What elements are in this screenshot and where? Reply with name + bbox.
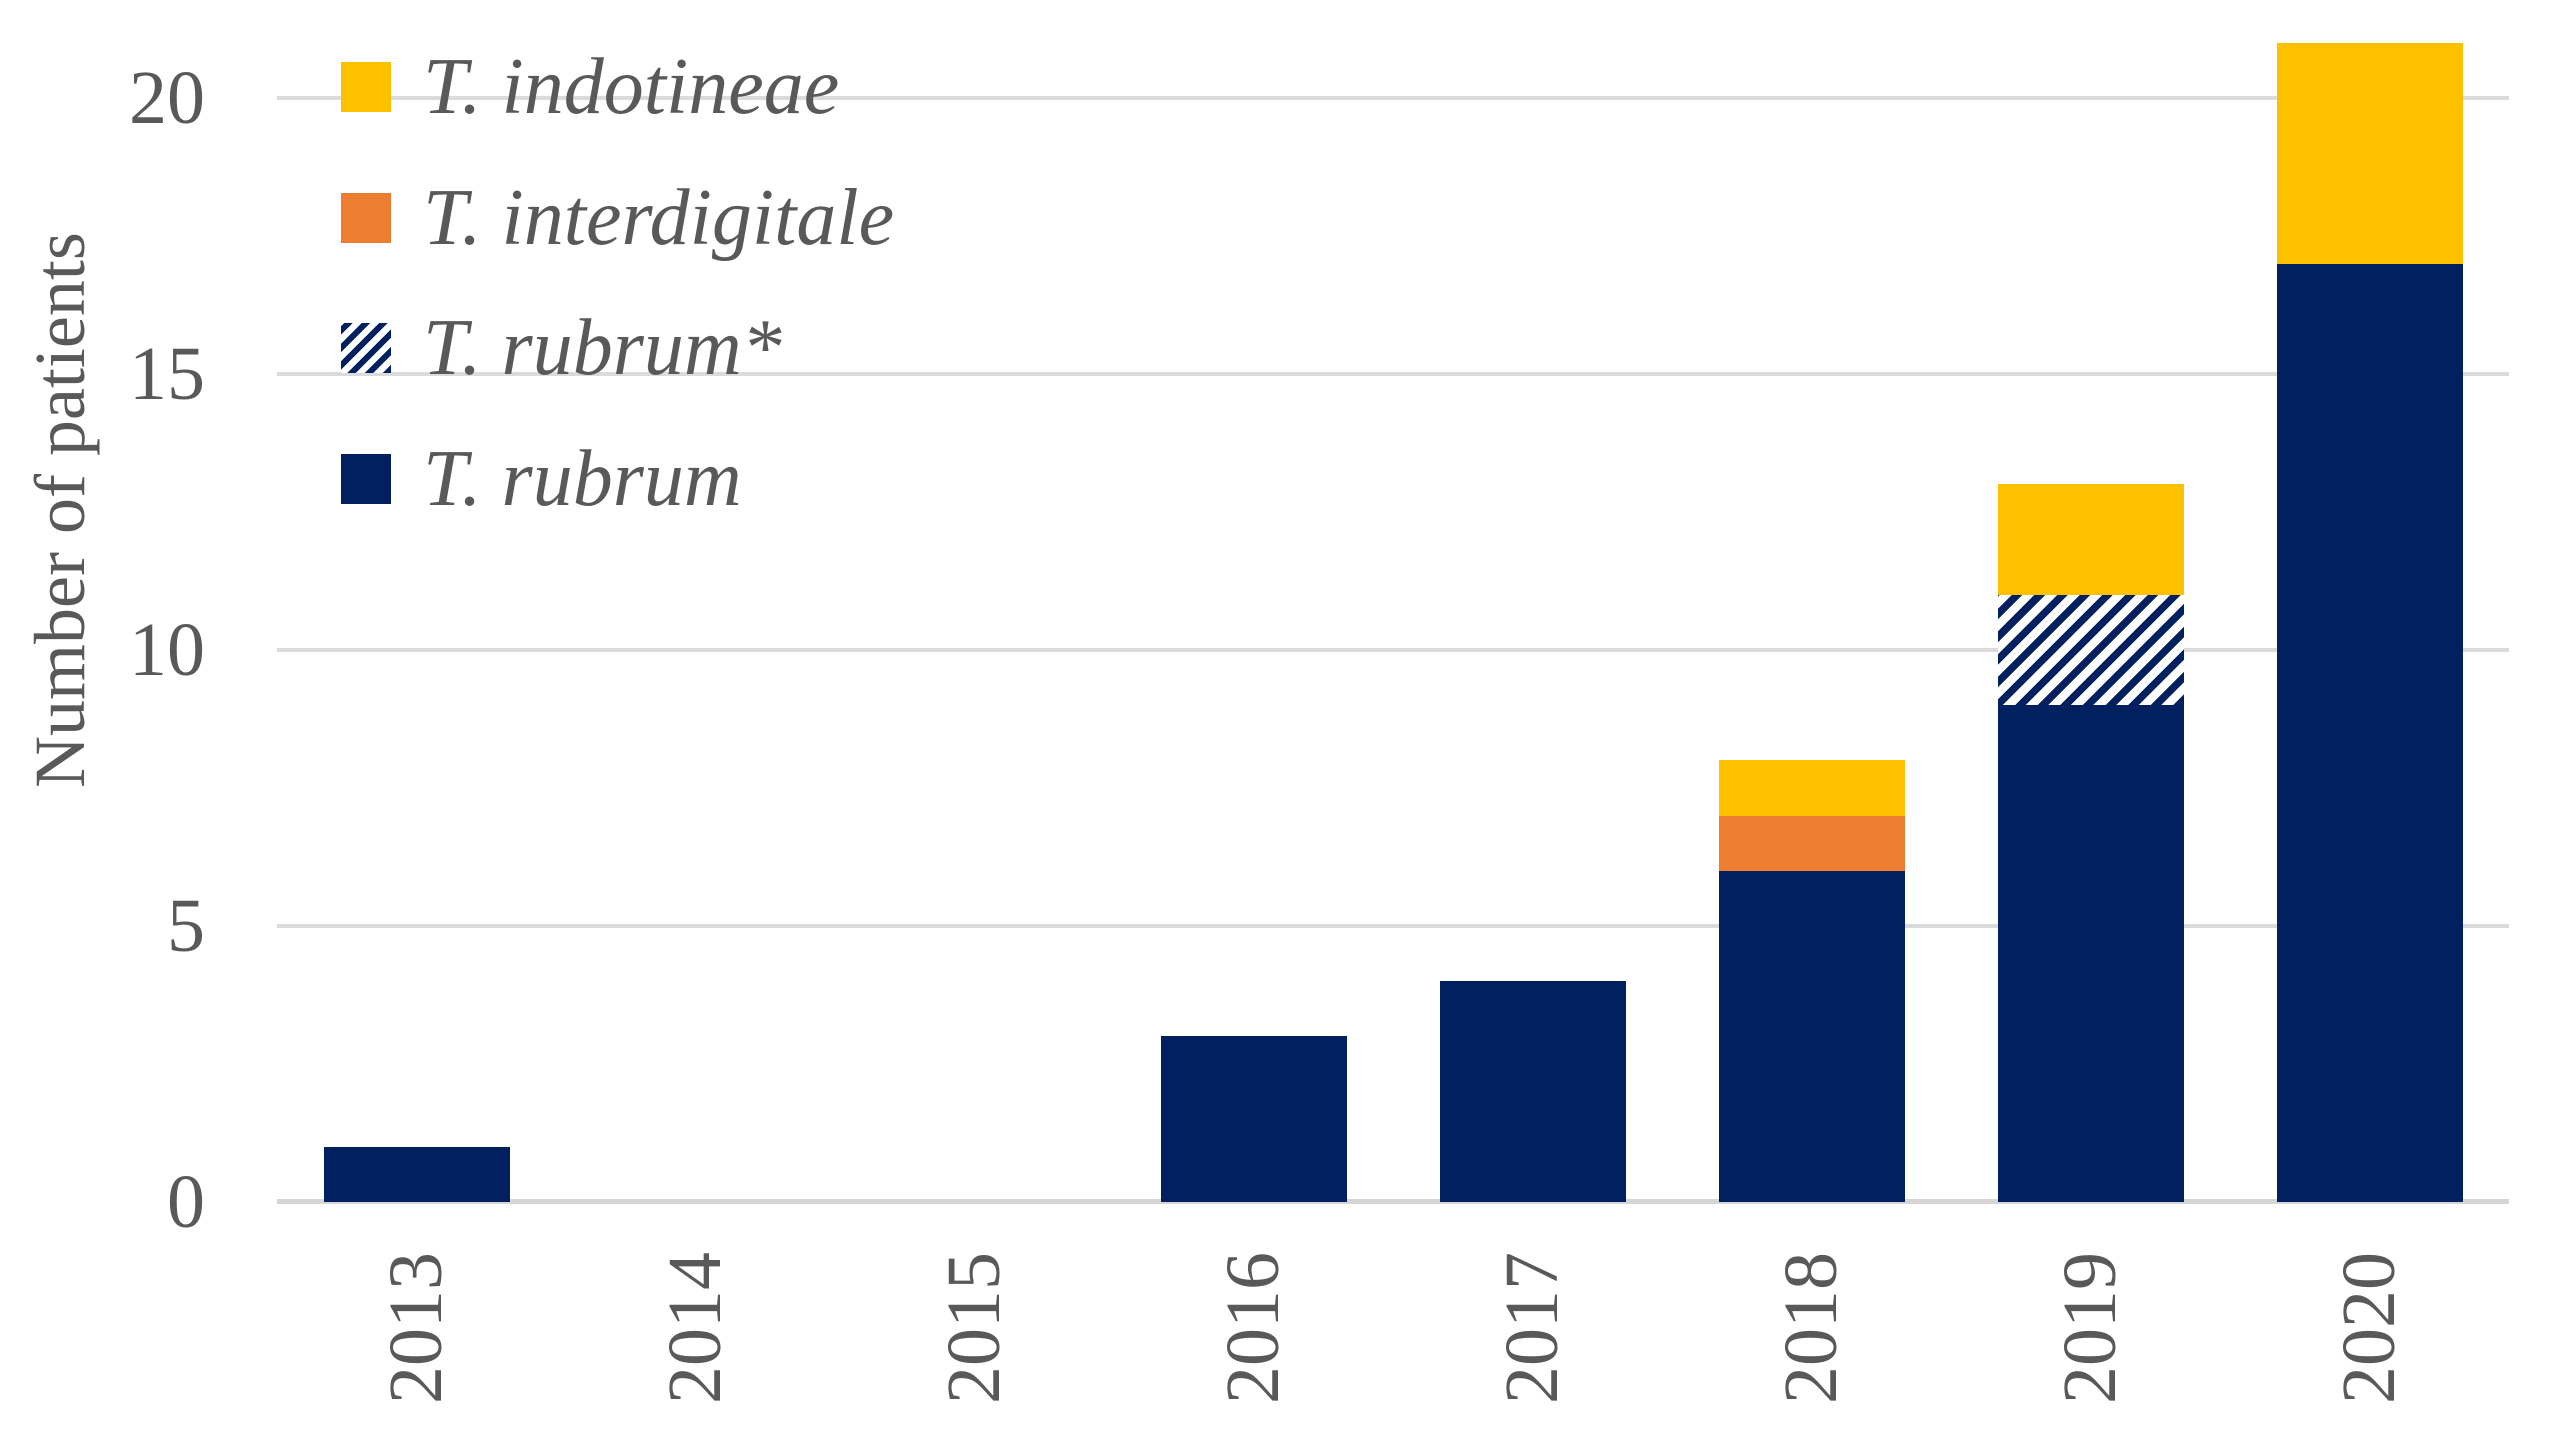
x-tick-label: 2016 [1211, 1252, 1295, 1404]
gridline-5 [277, 924, 2509, 928]
x-tick-label: 2020 [2327, 1252, 2411, 1404]
y-tick-15: 15 [129, 332, 205, 416]
y-tick-0: 0 [167, 1160, 205, 1244]
bar-2016-t-rubrum [1160, 1036, 1347, 1202]
y-tick-10: 10 [129, 608, 205, 692]
legend-swatch-t-rubrum [341, 323, 391, 373]
legend-item-t-indotineae: T. indotineae [341, 37, 839, 137]
x-tick-2013: 2013 [277, 1252, 556, 1427]
x-tick-label: 2014 [653, 1252, 737, 1404]
x-tick-2014: 2014 [556, 1252, 835, 1427]
bar-2019-t-rubrum [1997, 705, 2184, 1202]
bar-2020-t-indotineae [2276, 42, 2463, 264]
legend-swatch-t-indotineae [341, 62, 391, 112]
gridline-15 [277, 372, 2509, 376]
legend-item-t-rubrum: T. rubrum [341, 429, 742, 529]
y-tick-20: 20 [129, 56, 205, 140]
x-tick-2016: 2016 [1114, 1252, 1393, 1427]
x-tick-2019: 2019 [1951, 1252, 2230, 1427]
x-tick-label: 2017 [1490, 1252, 1574, 1404]
x-tick-2015: 2015 [835, 1252, 1114, 1427]
x-tick-2018: 2018 [1672, 1252, 1951, 1427]
legend-swatch-t-interdigitale [341, 193, 391, 243]
bar-2019-t-indotineae [1997, 484, 2184, 595]
x-tick-label: 2019 [2048, 1252, 2132, 1404]
x-tick-label: 2013 [374, 1252, 458, 1404]
bar-2013-t-rubrum [323, 1146, 510, 1202]
bar-2017-t-rubrum [1439, 981, 1626, 1202]
legend-label: T. interdigitale [423, 174, 895, 262]
bar-2020-t-rubrum [2276, 263, 2463, 1202]
x-tick-label: 2015 [932, 1252, 1016, 1404]
gridline-20 [277, 96, 2509, 100]
bar-2018-t-indotineae [1718, 760, 1905, 816]
x-tick-label: 2018 [1769, 1252, 1853, 1404]
legend-label: T. indotineae [423, 43, 840, 131]
bar-2018-t-interdigitale [1718, 815, 1905, 871]
legend-item-t-rubrum: T. rubrum* [341, 298, 782, 398]
x-axis-line [277, 1199, 2509, 1204]
legend-item-t-interdigitale: T. interdigitale [341, 168, 894, 268]
bar-2019-t-rubrum [1997, 594, 2184, 706]
legend-label: T. rubrum* [423, 304, 782, 392]
legend-swatch-t-rubrum [341, 454, 391, 504]
bar-2018-t-rubrum [1718, 870, 1905, 1202]
legend-label: T. rubrum [423, 435, 742, 523]
gridline-10 [277, 648, 2509, 652]
y-axis-title: Number of patients [20, 232, 100, 788]
x-tick-2020: 2020 [2230, 1252, 2509, 1427]
x-tick-2017: 2017 [1393, 1252, 1672, 1427]
y-tick-5: 5 [167, 884, 205, 968]
